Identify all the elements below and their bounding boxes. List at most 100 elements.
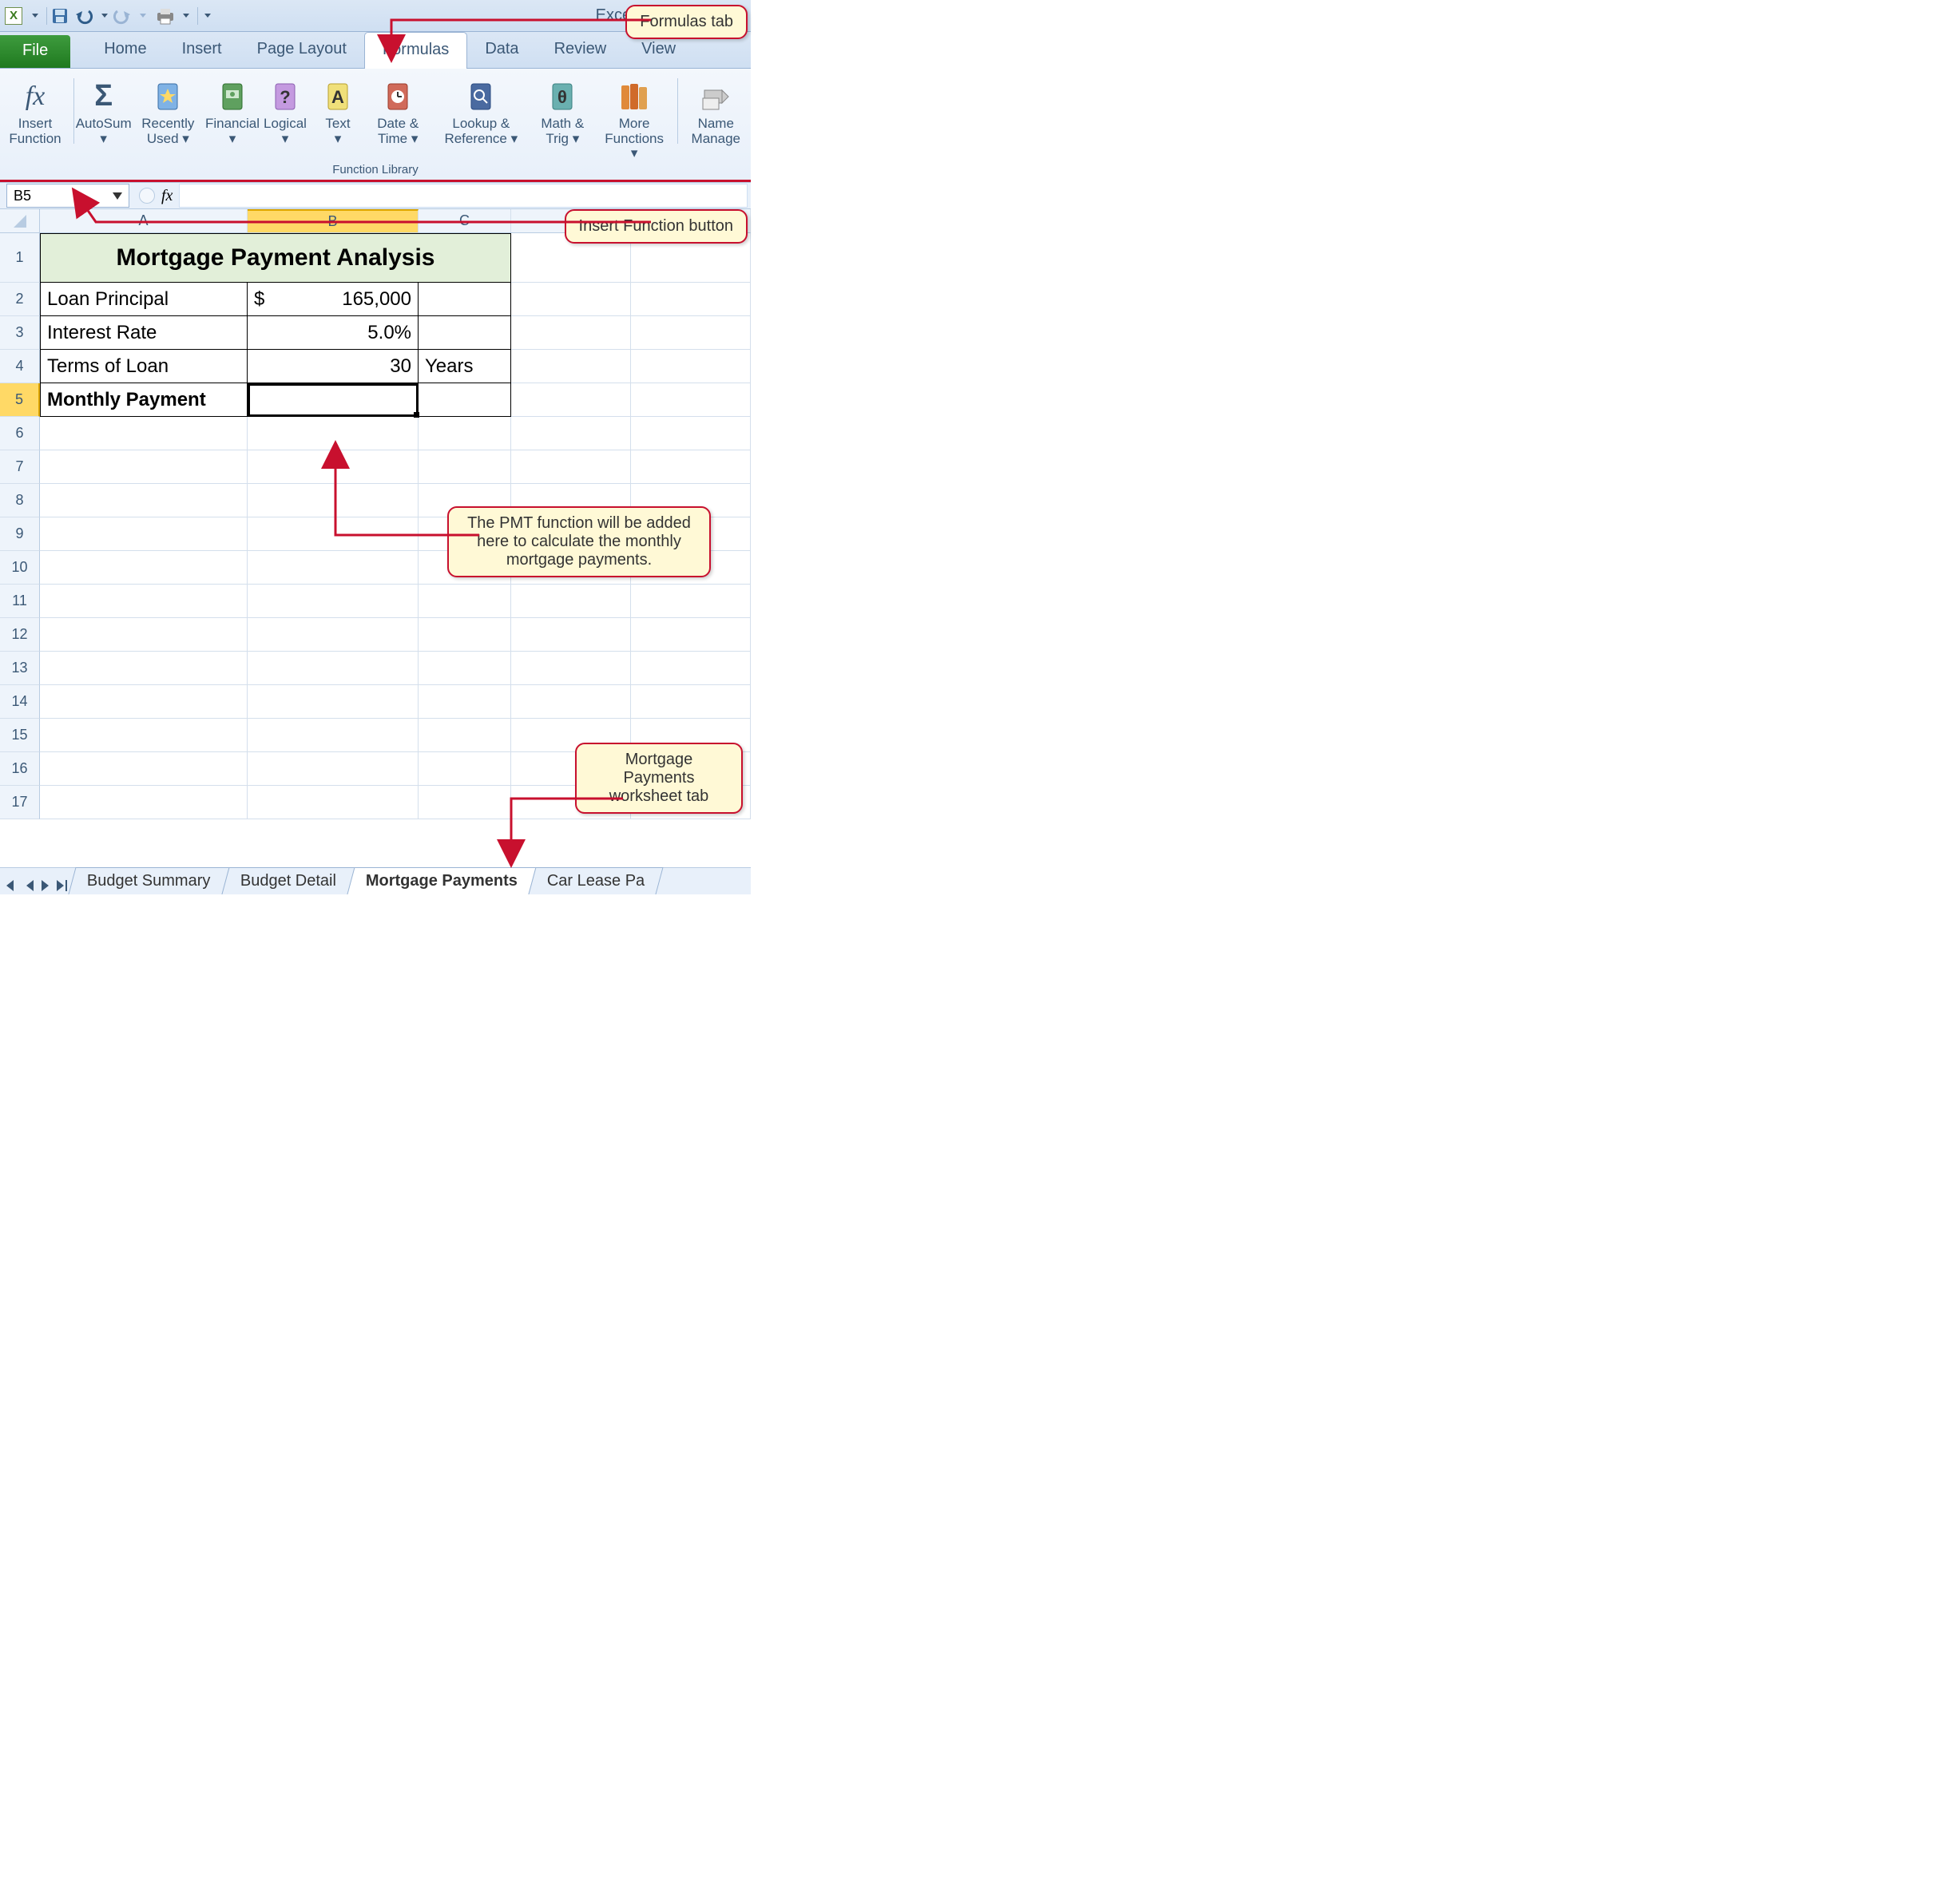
row-header-3[interactable]: 3: [0, 316, 40, 350]
col-header-B[interactable]: B: [248, 209, 419, 232]
cell-E4[interactable]: [631, 350, 751, 383]
row-header-1[interactable]: 1: [0, 233, 40, 283]
print-dropdown-icon[interactable]: [183, 14, 189, 18]
cell-E3[interactable]: [631, 316, 751, 350]
cell-D3[interactable]: [511, 316, 631, 350]
undo-dropdown-icon[interactable]: [101, 14, 108, 18]
namebox-dropdown-icon[interactable]: [113, 192, 122, 200]
col-header-A[interactable]: A: [40, 209, 248, 232]
sheet-tab-car-lease[interactable]: Car Lease Pa: [528, 867, 663, 894]
cell-B4[interactable]: 30: [248, 350, 419, 383]
name-box[interactable]: B5: [6, 184, 129, 208]
row-header-6[interactable]: 6: [0, 417, 40, 450]
book-question-icon: ?: [271, 77, 300, 117]
qat-dropdown-icon[interactable]: [32, 14, 38, 18]
financial-button[interactable]: Financial▾: [206, 73, 259, 163]
row-header-11[interactable]: 11: [0, 585, 40, 618]
books-icon: [618, 77, 650, 117]
cell-C2[interactable]: [419, 283, 511, 316]
row-header-7[interactable]: 7: [0, 450, 40, 484]
cancel-icon[interactable]: [139, 188, 155, 204]
cell-B5-selected[interactable]: [248, 383, 419, 417]
row-header-8[interactable]: 8: [0, 484, 40, 517]
date-time-button[interactable]: Date & Time ▾: [364, 73, 431, 163]
book-search-icon: [466, 77, 495, 117]
cell-C3[interactable]: [419, 316, 511, 350]
save-icon[interactable]: [50, 6, 69, 26]
cell-B2[interactable]: $165,000: [248, 283, 419, 316]
math-trig-button[interactable]: θ Math & Trig ▾: [530, 73, 594, 163]
col-header-C[interactable]: C: [419, 209, 511, 232]
sheet-tab-budget-detail[interactable]: Budget Detail: [221, 867, 355, 894]
sheet-tab-mortgage-payments[interactable]: Mortgage Payments: [347, 867, 536, 894]
cell-D2[interactable]: [511, 283, 631, 316]
cell-A4[interactable]: Terms of Loan: [40, 350, 248, 383]
excel-window: X Excel Objective 2.00 File Home Insert …: [0, 0, 751, 894]
qat-customize-icon[interactable]: [204, 14, 211, 18]
cell-B3[interactable]: 5.0%: [248, 316, 419, 350]
cell-C4[interactable]: Years: [419, 350, 511, 383]
ribbon-group-function-library: fx Insert Function Σ AutoSum▾ Recently U…: [0, 73, 751, 180]
svg-text:?: ?: [280, 87, 290, 107]
tab-home[interactable]: Home: [86, 32, 164, 68]
svg-text:θ: θ: [557, 87, 567, 107]
sheet-tab-bar: Budget Summary Budget Detail Mortgage Pa…: [0, 867, 751, 894]
tab-insert[interactable]: Insert: [165, 32, 240, 68]
sheet-nav-prev-icon[interactable]: [26, 880, 34, 891]
insert-function-button[interactable]: fx Insert Function: [0, 73, 70, 163]
select-all-corner[interactable]: [0, 209, 40, 232]
cell-E5[interactable]: [631, 383, 751, 417]
row-header-5[interactable]: 5: [0, 383, 40, 417]
sheet-nav-first-icon[interactable]: [6, 880, 14, 891]
book-money-icon: [218, 77, 247, 117]
row-header-14[interactable]: 14: [0, 685, 40, 719]
row-header-15[interactable]: 15: [0, 719, 40, 752]
ribbon-group-label: Function Library: [332, 163, 419, 180]
row-header-10[interactable]: 10: [0, 551, 40, 585]
cell-D5[interactable]: [511, 383, 631, 417]
row-header-17[interactable]: 17: [0, 786, 40, 819]
name-manager-button[interactable]: Name Manage: [681, 73, 751, 163]
row-header-13[interactable]: 13: [0, 652, 40, 685]
redo-icon[interactable]: [113, 6, 135, 26]
row-header-4[interactable]: 4: [0, 350, 40, 383]
cell-A3[interactable]: Interest Rate: [40, 316, 248, 350]
text-button[interactable]: A Text▾: [311, 73, 364, 163]
formula-input[interactable]: [179, 184, 748, 208]
sheet-nav-next-icon[interactable]: [42, 880, 49, 891]
quick-print-icon[interactable]: [154, 6, 178, 26]
logical-button[interactable]: ? Logical▾: [259, 73, 311, 163]
tab-data[interactable]: Data: [467, 32, 536, 68]
cell-D4[interactable]: [511, 350, 631, 383]
callout-pmt: The PMT function will be added here to c…: [447, 506, 711, 577]
row-header-16[interactable]: 16: [0, 752, 40, 786]
callout-insert-function: Insert Function button: [565, 209, 748, 244]
book-theta-icon: θ: [548, 77, 577, 117]
fx-icon: fx: [26, 77, 46, 117]
undo-icon[interactable]: [74, 6, 97, 26]
tab-page-layout[interactable]: Page Layout: [240, 32, 364, 68]
sheet-tab-budget-summary[interactable]: Budget Summary: [68, 867, 229, 894]
redo-dropdown-icon[interactable]: [140, 14, 146, 18]
recently-used-button[interactable]: Recently Used ▾: [130, 73, 206, 163]
lookup-reference-button[interactable]: Lookup & Reference ▾: [431, 73, 530, 163]
cell-A5[interactable]: Monthly Payment: [40, 383, 248, 417]
row-header-12[interactable]: 12: [0, 618, 40, 652]
book-text-icon: A: [323, 77, 352, 117]
autosum-button[interactable]: Σ AutoSum▾: [77, 73, 130, 163]
more-functions-button[interactable]: More Functions ▾: [594, 73, 674, 163]
file-tab[interactable]: File: [0, 35, 70, 68]
callout-sheet-tab: Mortgage Payments worksheet tab: [575, 743, 743, 814]
tab-review[interactable]: Review: [537, 32, 625, 68]
cell-C5[interactable]: [419, 383, 511, 417]
ribbon: fx Insert Function Σ AutoSum▾ Recently U…: [0, 69, 751, 182]
fx-label-icon[interactable]: fx: [161, 187, 173, 205]
cell-E2[interactable]: [631, 283, 751, 316]
cell-A2[interactable]: Loan Principal: [40, 283, 248, 316]
sheet-nav-buttons: [3, 877, 72, 894]
cell-title[interactable]: Mortgage Payment Analysis: [40, 233, 511, 283]
sheet-nav-last-icon[interactable]: [57, 880, 64, 891]
row-header-9[interactable]: 9: [0, 517, 40, 551]
tab-formulas[interactable]: Formulas: [364, 32, 467, 69]
row-header-2[interactable]: 2: [0, 283, 40, 316]
